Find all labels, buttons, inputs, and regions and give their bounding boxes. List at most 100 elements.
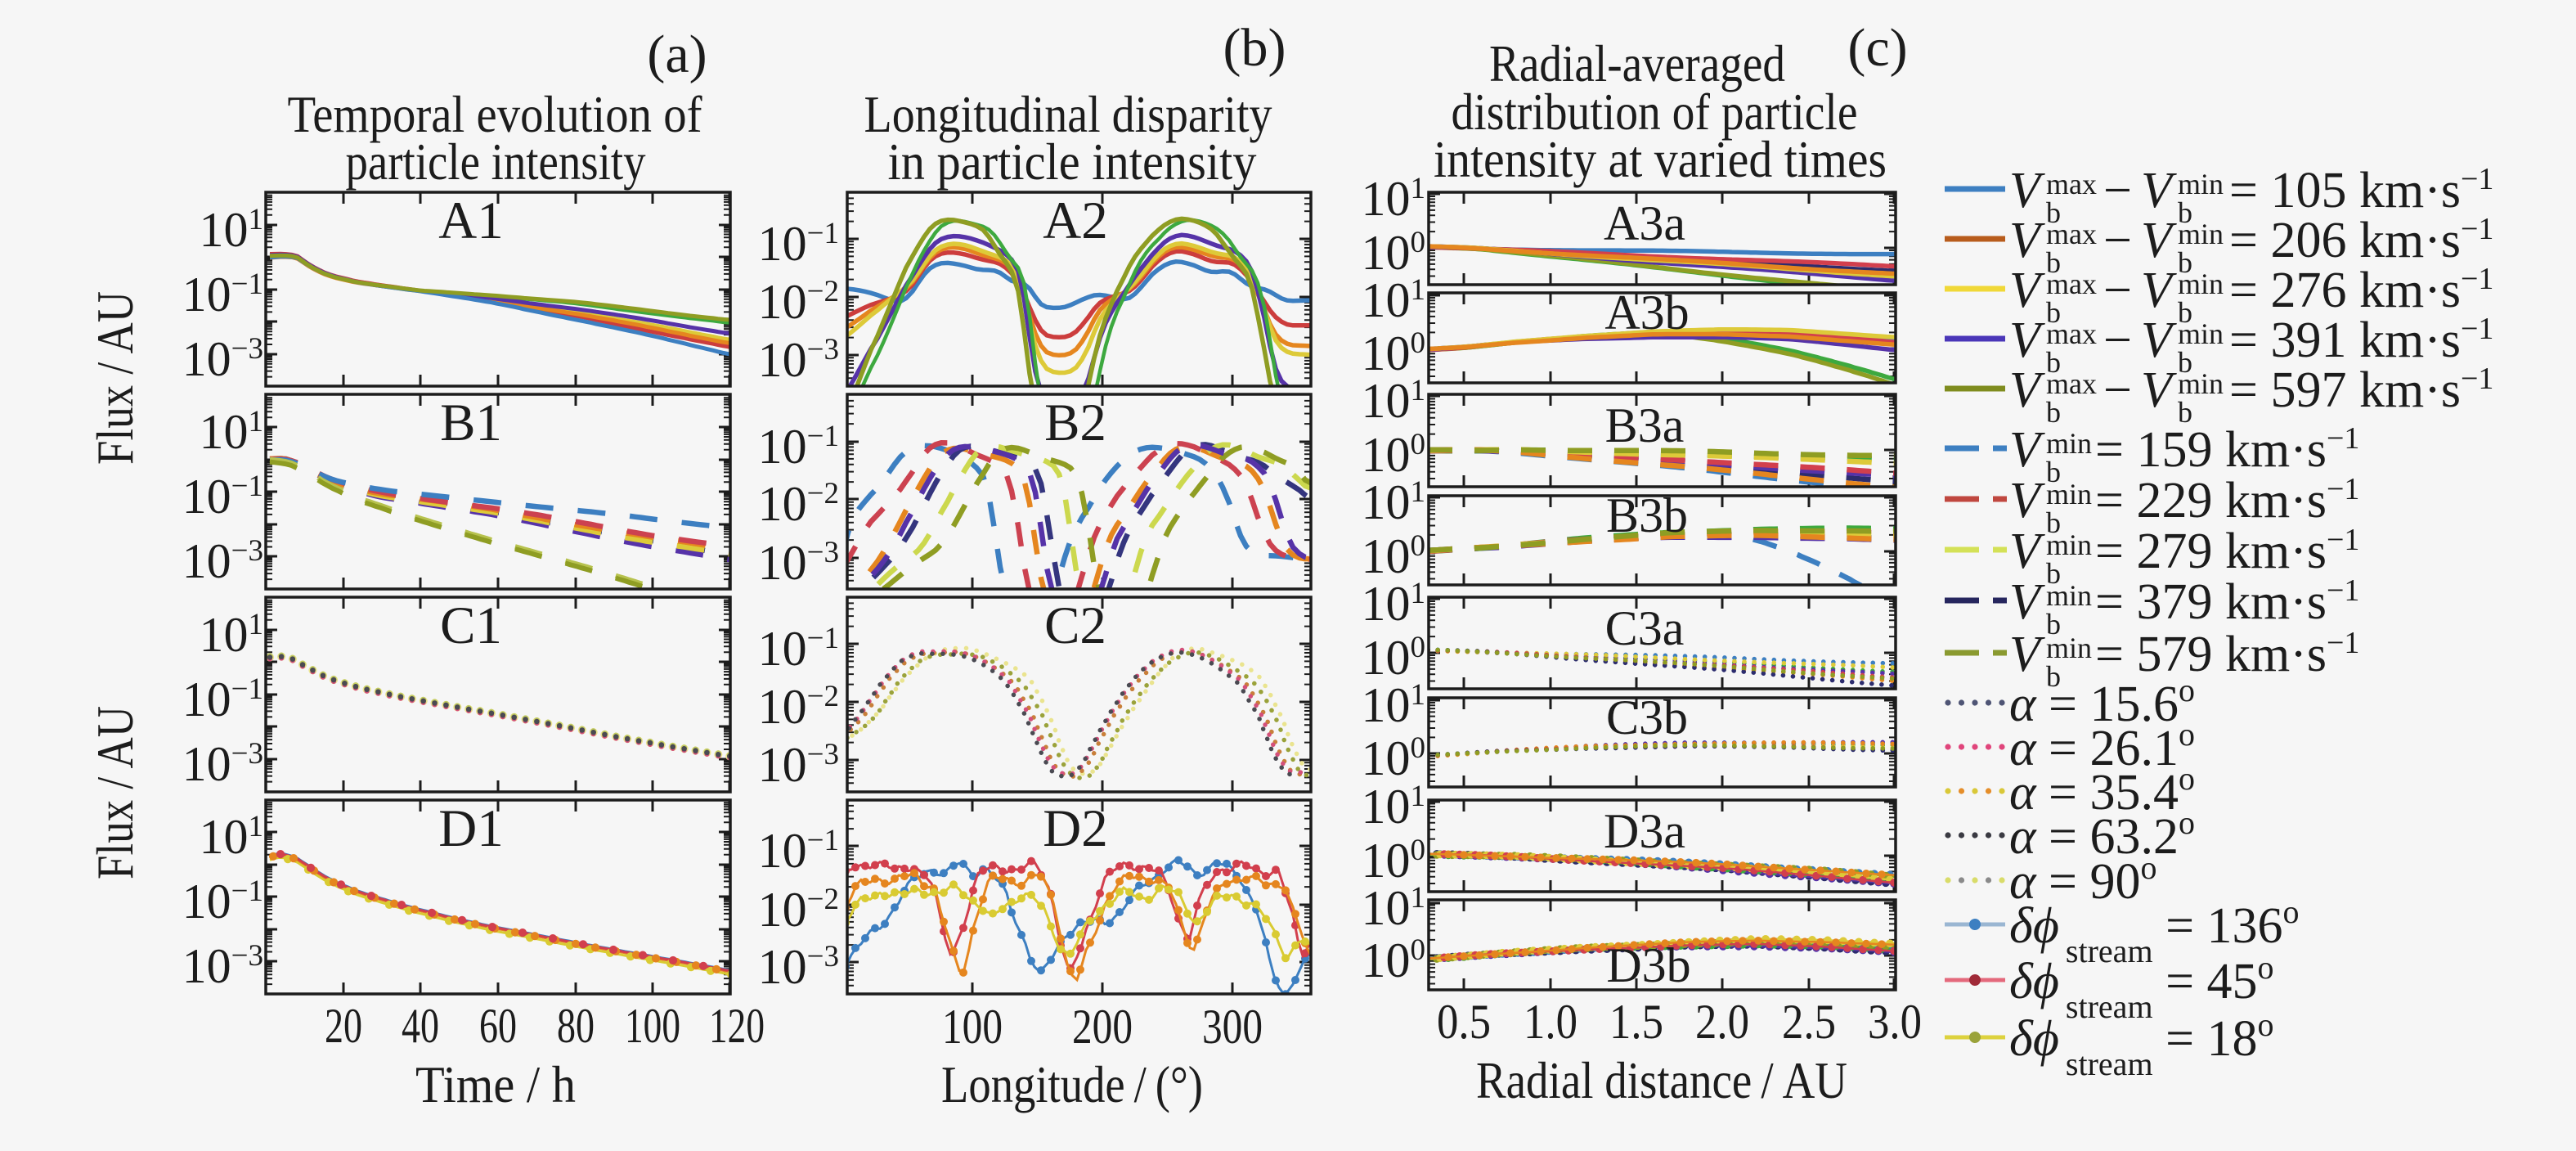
svg-text:b: b <box>2178 196 2192 229</box>
svg-text:= 279 km·s−1: = 279 km·s−1 <box>2095 523 2359 579</box>
svg-text:−: − <box>2103 362 2132 418</box>
svg-text:A1: A1 <box>438 191 503 250</box>
svg-text:min: min <box>2046 528 2092 561</box>
svg-text:particle intensity: particle intensity <box>346 133 646 191</box>
svg-text:α = 63.2o: α = 63.2o <box>2009 804 2195 865</box>
svg-text:Flux / AU: Flux / AU <box>86 291 144 465</box>
svg-text:B2: B2 <box>1044 393 1106 452</box>
svg-text:100: 100 <box>1362 933 1426 987</box>
svg-text:C3b: C3b <box>1606 690 1688 744</box>
svg-text:V: V <box>2141 312 2177 368</box>
svg-text:= 391 km·s−1: = 391 km·s−1 <box>2229 312 2493 368</box>
svg-text:1.5: 1.5 <box>1609 995 1663 1049</box>
svg-text:min: min <box>2046 632 2092 664</box>
svg-text:α = 26.1o: α = 26.1o <box>2009 716 2195 776</box>
svg-text:V: V <box>2009 163 2045 218</box>
svg-text:300: 300 <box>1202 1000 1263 1054</box>
svg-text:B3a: B3a <box>1605 398 1685 452</box>
svg-text:V: V <box>2009 263 2045 318</box>
svg-text:= 206 km·s−1: = 206 km·s−1 <box>2229 212 2493 268</box>
svg-text:V: V <box>2141 213 2177 268</box>
svg-text:= 105 km·s−1: = 105 km·s−1 <box>2229 162 2493 218</box>
svg-text:= 159 km·s−1: = 159 km·s−1 <box>2095 421 2359 478</box>
svg-text:b: b <box>2046 608 2061 641</box>
svg-text:D3a: D3a <box>1604 804 1685 858</box>
svg-text:min: min <box>2178 268 2224 300</box>
svg-text:−: − <box>2103 263 2132 318</box>
svg-text:C2: C2 <box>1044 596 1106 655</box>
svg-text:V: V <box>2009 574 2045 630</box>
svg-text:α = 15.6o: α = 15.6o <box>2009 672 2195 732</box>
svg-text:2.5: 2.5 <box>1782 995 1836 1049</box>
svg-text:V: V <box>2141 362 2177 418</box>
svg-text:Flux / AU: Flux / AU <box>86 706 144 879</box>
svg-text:b: b <box>2046 456 2061 488</box>
svg-text:(b): (b) <box>1223 18 1286 78</box>
svg-text:−: − <box>2103 163 2132 218</box>
svg-text:in particle intensity: in particle intensity <box>888 133 1257 191</box>
svg-text:−: − <box>2103 213 2132 268</box>
svg-text:b: b <box>2046 396 2061 429</box>
svg-text:min: min <box>2046 579 2092 612</box>
svg-text:3.0: 3.0 <box>1868 995 1922 1049</box>
svg-text:−: − <box>2103 312 2132 368</box>
svg-text:= 379 km·s−1: = 379 km·s−1 <box>2095 573 2359 630</box>
svg-text:min: min <box>2178 168 2224 200</box>
svg-text:2.0: 2.0 <box>1695 995 1749 1049</box>
svg-text:b: b <box>2046 557 2061 590</box>
svg-text:Longitude / (°): Longitude / (°) <box>941 1055 1203 1113</box>
svg-text:distribution of particle: distribution of particle <box>1452 83 1858 141</box>
svg-text:D1: D1 <box>438 799 503 858</box>
svg-text:B1: B1 <box>440 393 502 452</box>
svg-text:min: min <box>2178 317 2224 350</box>
svg-text:100: 100 <box>1362 731 1426 785</box>
svg-text:= 579 km·s−1: = 579 km·s−1 <box>2095 626 2359 682</box>
svg-text:Longitudinal disparity: Longitudinal disparity <box>864 85 1272 143</box>
svg-text:V: V <box>2009 312 2045 368</box>
svg-text:max: max <box>2046 168 2097 200</box>
svg-text:(a): (a) <box>647 25 707 84</box>
svg-text:intensity at varied times: intensity at varied times <box>1434 130 1887 188</box>
svg-text:C1: C1 <box>440 596 502 655</box>
svg-text:60: 60 <box>479 999 517 1053</box>
svg-text:max: max <box>2046 218 2097 250</box>
svg-text:Temporal evolution of: Temporal evolution of <box>288 85 703 143</box>
svg-text:0.5: 0.5 <box>1437 995 1491 1049</box>
svg-text:= 276 km·s−1: = 276 km·s−1 <box>2229 262 2493 318</box>
svg-text:max: max <box>2046 317 2097 350</box>
svg-text:b: b <box>2046 196 2061 229</box>
svg-text:b: b <box>2178 296 2192 329</box>
svg-text:40: 40 <box>402 999 439 1053</box>
svg-text:V: V <box>2009 473 2045 528</box>
svg-text:V: V <box>2141 163 2177 218</box>
svg-text:100: 100 <box>625 999 680 1053</box>
svg-text:A3b: A3b <box>1604 286 1689 339</box>
svg-text:10−1: 10−1 <box>182 672 263 726</box>
svg-text:α = 90o: α = 90o <box>2009 849 2157 910</box>
svg-text:V: V <box>2009 524 2045 579</box>
svg-text:b: b <box>2046 296 2061 329</box>
svg-text:V: V <box>2009 627 2045 682</box>
svg-text:b: b <box>2046 246 2061 279</box>
svg-text:120: 120 <box>709 999 765 1053</box>
svg-text:α = 35.4o: α = 35.4o <box>2009 760 2195 821</box>
svg-text:C3a: C3a <box>1605 601 1685 655</box>
svg-text:100: 100 <box>942 1000 1003 1054</box>
svg-text:Time / h: Time / h <box>415 1055 576 1113</box>
svg-text:200: 200 <box>1072 1000 1133 1054</box>
svg-text:D3b: D3b <box>1606 938 1690 992</box>
svg-text:D2: D2 <box>1043 799 1107 858</box>
svg-text:max: max <box>2046 268 2097 300</box>
svg-text:min: min <box>2046 427 2092 460</box>
svg-text:b: b <box>2046 506 2061 539</box>
svg-text:V: V <box>2009 213 2045 268</box>
svg-text:δϕ stream = 136o: δϕ stream = 136o <box>2009 893 2300 969</box>
svg-text:b: b <box>2178 346 2192 379</box>
svg-text:= 597 km·s−1: = 597 km·s−1 <box>2229 362 2493 418</box>
svg-text:δϕ stream = 45o: δϕ stream = 45o <box>2009 949 2274 1025</box>
svg-text:V: V <box>2009 422 2045 478</box>
svg-text:100: 100 <box>1362 529 1426 583</box>
svg-text:min: min <box>2178 218 2224 250</box>
svg-text:1.0: 1.0 <box>1524 995 1577 1049</box>
svg-text:A3a: A3a <box>1604 196 1685 250</box>
